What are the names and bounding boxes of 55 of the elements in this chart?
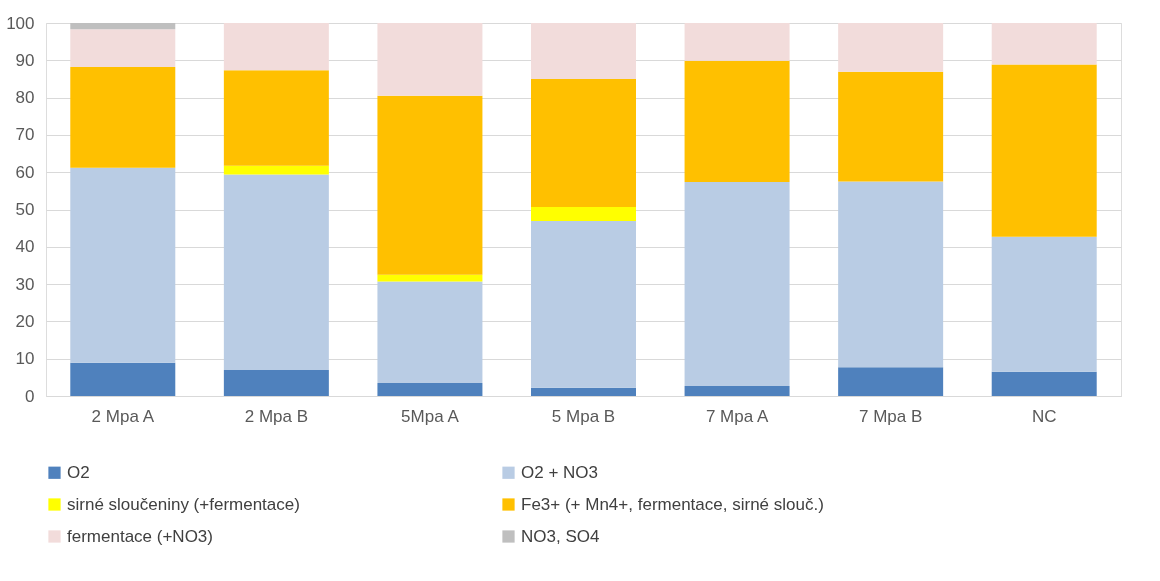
bar (70, 29, 176, 68)
y-tick-label: 10 (15, 349, 35, 369)
bar (991, 236, 1097, 372)
legend-label: O2 + NO3 (521, 462, 599, 482)
legend-label: fermentace (+NO3) (67, 526, 213, 546)
x-tick-label: 7 Mpa B (858, 406, 923, 426)
bar (377, 382, 483, 396)
x-tick-label: 5 Mpa B (551, 406, 616, 426)
bar (838, 181, 944, 368)
y-tick-label: 0 (25, 386, 35, 406)
y-tick-label: 40 (15, 237, 35, 257)
bar (223, 165, 329, 175)
x-tick-label: 2 Mpa A (91, 406, 155, 426)
y-tick-label: 70 (15, 125, 35, 145)
x-tick-label: 2 Mpa B (244, 406, 309, 426)
bar (70, 67, 176, 168)
bar (991, 371, 1097, 396)
bar (531, 23, 636, 79)
bar (70, 23, 176, 30)
bar (70, 362, 176, 396)
legend-label: sirné sloučeniny (+fermentace) (67, 494, 300, 514)
bar (223, 70, 329, 166)
bar (531, 387, 636, 396)
bar (991, 64, 1097, 237)
bar (838, 367, 944, 396)
legend-label: Fe3+ (+ Mn4+, fermentace, sirné slouč.) (521, 494, 824, 514)
x-tick-label: NC (1031, 406, 1057, 426)
bar (684, 181, 790, 386)
bar (684, 385, 790, 396)
x-tick-label: 7 Mpa A (705, 406, 769, 426)
bar (531, 206, 636, 222)
y-tick-label: 20 (15, 311, 35, 331)
y-tick-label: 30 (15, 274, 35, 294)
y-tick-label: 80 (15, 88, 35, 108)
legend-label: NO3, SO4 (521, 526, 600, 546)
bar (377, 23, 483, 96)
y-tick-label: 90 (15, 50, 35, 70)
bar (70, 167, 176, 363)
bar (684, 60, 790, 182)
y-tick-label: 100 (6, 13, 35, 33)
bar (223, 369, 329, 396)
bar (684, 23, 790, 61)
y-tick-label: 60 (15, 162, 35, 182)
bar (838, 71, 944, 182)
x-tick-label: 5Mpa A (401, 406, 460, 426)
bar (531, 221, 636, 388)
bar (223, 23, 329, 71)
bar (531, 78, 636, 207)
y-tick-label: 50 (15, 200, 35, 219)
bar (377, 281, 483, 383)
legend-label: O2 (67, 462, 90, 482)
bar (377, 95, 483, 275)
bar (991, 23, 1097, 65)
bar (838, 23, 944, 72)
bar (223, 174, 329, 370)
